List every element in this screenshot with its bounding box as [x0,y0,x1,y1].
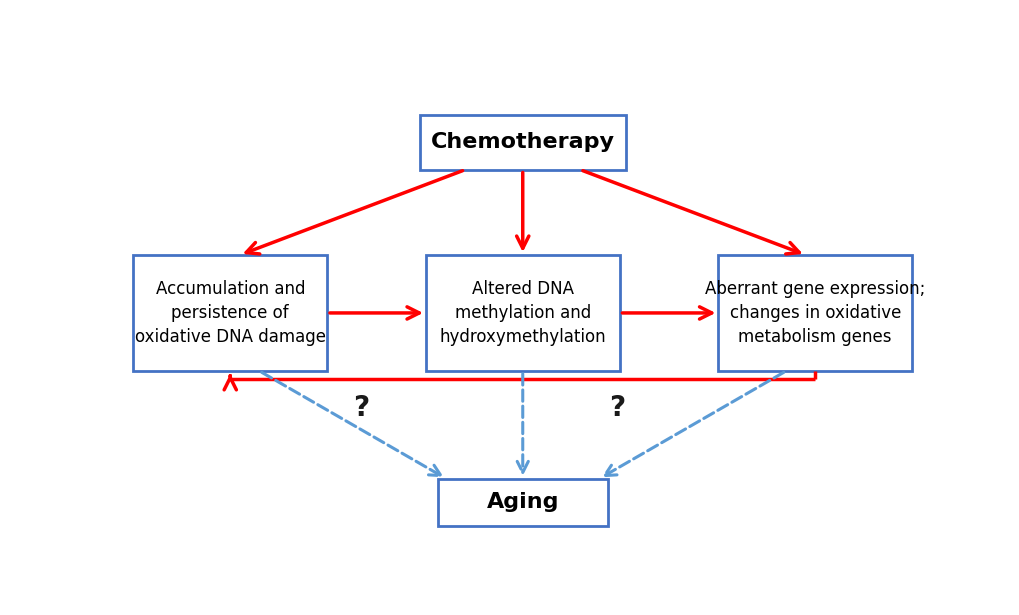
Text: ?: ? [353,394,369,422]
Text: Aging: Aging [486,493,558,512]
Text: Altered DNA
methylation and
hydroxymethylation: Altered DNA methylation and hydroxymethy… [439,280,605,346]
Text: Accumulation and
persistence of
oxidative DNA damage: Accumulation and persistence of oxidativ… [135,280,325,346]
FancyBboxPatch shape [420,115,625,170]
FancyBboxPatch shape [717,255,911,371]
Text: Chemotherapy: Chemotherapy [430,132,614,153]
Text: ?: ? [609,394,625,422]
Text: Aberrant gene expression;
changes in oxidative
metabolism genes: Aberrant gene expression; changes in oxi… [704,280,924,346]
FancyBboxPatch shape [133,255,327,371]
FancyBboxPatch shape [426,255,619,371]
FancyBboxPatch shape [437,478,607,526]
